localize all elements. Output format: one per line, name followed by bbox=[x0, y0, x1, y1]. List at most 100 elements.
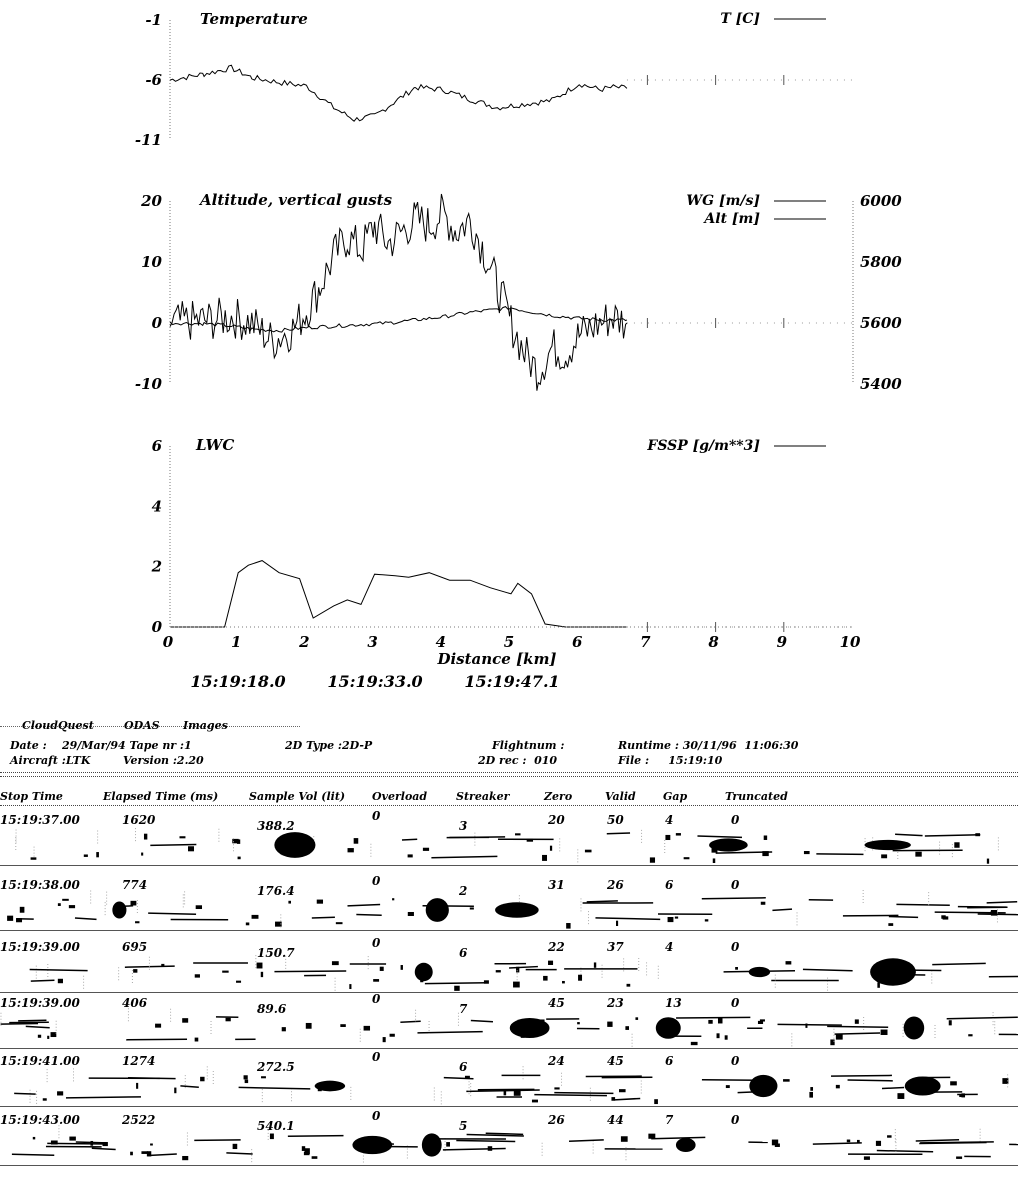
particle-image bbox=[542, 854, 548, 861]
particle-image bbox=[136, 1082, 139, 1089]
particle-image bbox=[260, 971, 264, 978]
particle-image bbox=[182, 1155, 189, 1161]
table-cell: 24 bbox=[548, 1054, 565, 1068]
table-cell: 0 bbox=[731, 940, 740, 954]
particle-image bbox=[942, 916, 949, 920]
y-tick-label: 0 bbox=[152, 618, 163, 636]
row-divider bbox=[0, 1048, 1018, 1049]
column-header: Overload bbox=[372, 790, 428, 803]
particle-image bbox=[244, 1079, 249, 1084]
particle-image bbox=[316, 899, 324, 904]
particle-image bbox=[14, 1092, 36, 1095]
particle-image bbox=[870, 958, 916, 986]
particle-image bbox=[516, 966, 520, 973]
particle-image bbox=[483, 980, 489, 984]
y-tick-label: -10 bbox=[135, 375, 163, 393]
particle-image bbox=[785, 961, 792, 965]
particle-image bbox=[425, 898, 449, 922]
particle-image bbox=[400, 1020, 421, 1023]
particle-image bbox=[948, 1020, 952, 1026]
particle-image bbox=[195, 905, 203, 910]
particle-image bbox=[126, 1038, 188, 1041]
particle-image bbox=[401, 838, 418, 841]
particle-image bbox=[543, 975, 548, 981]
particle-image bbox=[562, 980, 565, 984]
table-cell: 5 bbox=[459, 1119, 468, 1133]
table-cell: 0 bbox=[372, 874, 381, 888]
particle-image bbox=[683, 857, 690, 860]
particle-image bbox=[513, 1090, 521, 1096]
particle-image bbox=[466, 1089, 540, 1093]
particle-image bbox=[347, 848, 354, 853]
particle-image bbox=[83, 854, 88, 857]
time-label: 15:19:47.1 bbox=[464, 672, 559, 691]
particle-image bbox=[704, 919, 709, 922]
y-tick-label: 0 bbox=[152, 314, 163, 332]
x-tick-label: 1 bbox=[231, 633, 241, 651]
particle-image bbox=[531, 1099, 538, 1103]
particle-image bbox=[469, 907, 474, 910]
particle-image bbox=[392, 898, 395, 901]
particle-image bbox=[225, 1017, 231, 1022]
particle-image bbox=[47, 1035, 50, 1039]
particle-image bbox=[68, 905, 76, 909]
particle-image bbox=[548, 960, 554, 965]
particle-image bbox=[864, 839, 911, 851]
column-header: Zero bbox=[544, 790, 573, 803]
series-line bbox=[169, 306, 628, 333]
particle-image bbox=[470, 1019, 494, 1023]
column-header: Valid bbox=[605, 790, 636, 803]
particle-image bbox=[986, 858, 990, 864]
particle-image bbox=[946, 1016, 1018, 1020]
particle-image bbox=[566, 923, 571, 929]
particle-image bbox=[654, 1099, 658, 1105]
particle-image bbox=[919, 1141, 987, 1145]
series-line bbox=[169, 193, 628, 391]
column-header: Stop Time bbox=[0, 790, 63, 803]
particle-image bbox=[724, 1035, 728, 1040]
particle-image bbox=[57, 903, 61, 906]
table-cell: 26 bbox=[548, 1113, 565, 1127]
table-cell: 15:19:43.00 bbox=[0, 1113, 80, 1127]
particle-image bbox=[261, 1076, 266, 1079]
table-cell: 89.6 bbox=[257, 1002, 287, 1016]
y2-tick-label: 5600 bbox=[860, 314, 902, 332]
y-tick-label: -11 bbox=[135, 131, 162, 149]
header-version: Version :2.20 bbox=[123, 754, 204, 767]
particle-image bbox=[356, 913, 382, 916]
particle-image bbox=[915, 1139, 960, 1142]
particle-image bbox=[200, 1076, 205, 1082]
particle-image bbox=[595, 917, 661, 921]
particle-image bbox=[314, 1080, 346, 1092]
y-tick-label: 4 bbox=[152, 497, 162, 515]
panel-title: Altitude, vertical gusts bbox=[198, 191, 393, 209]
particle-image bbox=[748, 966, 771, 978]
table-cell: 37 bbox=[607, 940, 624, 954]
particle-image bbox=[854, 1019, 859, 1024]
particle-image bbox=[717, 1017, 723, 1024]
table-cell: 774 bbox=[122, 878, 148, 892]
table-cell: 176.4 bbox=[257, 884, 295, 898]
particle-image bbox=[96, 852, 99, 858]
particle-image bbox=[446, 836, 506, 839]
particle-image bbox=[331, 961, 339, 966]
particle-image bbox=[812, 1142, 862, 1145]
y-tick-label: -1 bbox=[145, 11, 162, 29]
particle-image bbox=[990, 911, 994, 915]
x-tick-label: 10 bbox=[840, 633, 861, 651]
row-divider bbox=[0, 930, 1018, 931]
table-cell: 4 bbox=[665, 813, 674, 827]
particle-image bbox=[422, 847, 430, 851]
particle-image bbox=[243, 1075, 248, 1080]
particle-image bbox=[774, 1143, 780, 1147]
particle-image bbox=[32, 1136, 36, 1140]
legend-label: T [C] bbox=[720, 11, 760, 27]
particle-image-strip bbox=[29, 955, 1018, 992]
table-cell: 23 bbox=[607, 996, 624, 1010]
x-tick-label: 2 bbox=[298, 633, 309, 651]
particle-image bbox=[174, 1087, 177, 1094]
header-title-cloudquest: CloudQuest bbox=[22, 719, 94, 732]
particle-image bbox=[466, 1133, 524, 1137]
table-cell: 15:19:41.00 bbox=[0, 1054, 80, 1068]
particle-image-strip bbox=[15, 828, 999, 864]
